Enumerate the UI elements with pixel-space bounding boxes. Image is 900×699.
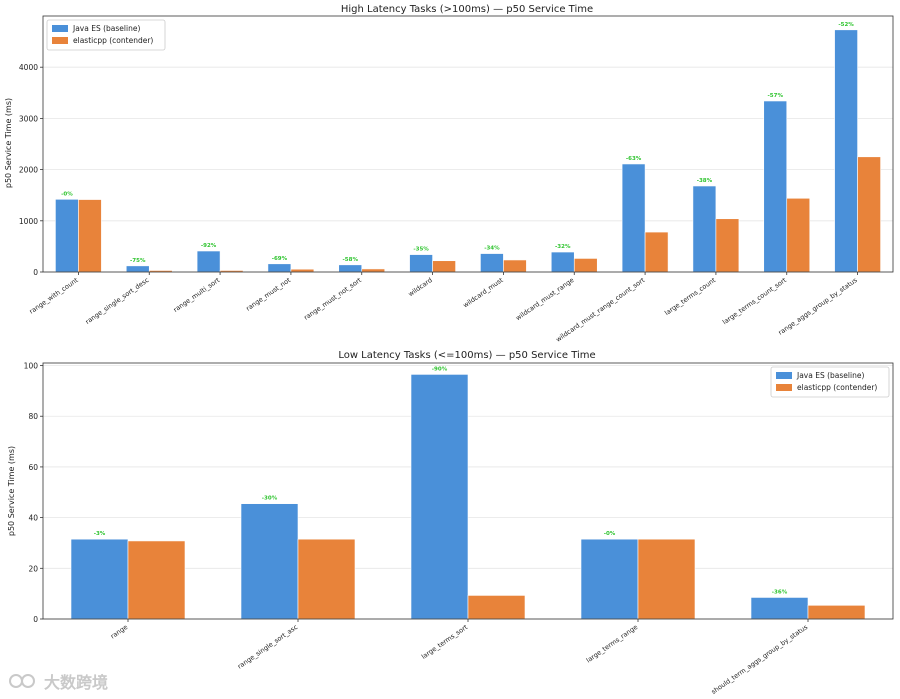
x-tick-label: should_term_aggs_group_by_status: [710, 623, 810, 696]
bar-baseline: [70, 538, 129, 620]
high-latency-chart: High Latency Tasks (>100ms) — p50 Servic…: [4, 4, 894, 344]
percent-change-label: -35%: [413, 247, 429, 253]
y-axis-label: p50 Service Time (ms): [4, 98, 13, 188]
x-tick-label: range_aggs_group_by_status: [777, 276, 859, 337]
x-tick-label: large_terms_sort: [420, 623, 470, 661]
percent-change-label: -34%: [484, 246, 500, 252]
bar-baseline: [480, 253, 504, 273]
percent-change-label: -57%: [768, 93, 784, 99]
bar-baseline: [410, 374, 469, 620]
percent-change-label: -52%: [838, 22, 854, 28]
percent-change-label: -75%: [130, 258, 146, 264]
percent-change-label: -36%: [772, 589, 788, 595]
bar-baseline: [834, 29, 858, 273]
bar-baseline: [267, 263, 292, 273]
bar-baseline: [621, 163, 646, 273]
plot-frame: [42, 362, 894, 620]
bar-contender: [127, 540, 186, 620]
y-tick-label: 3000: [19, 114, 38, 123]
x-tick-label: wildcard: [407, 276, 434, 298]
legend-label-contender: elasticpp (contender): [797, 383, 877, 392]
y-tick-label: 0: [33, 615, 38, 624]
bar-contender: [637, 538, 696, 620]
bar-baseline: [550, 251, 575, 273]
legend: Java ES (baseline) elasticpp (contender): [770, 366, 890, 398]
percent-change-label: -90%: [432, 366, 448, 372]
y-tick-label: 0: [33, 268, 38, 277]
percent-change-label: -92%: [201, 243, 217, 249]
percent-change-label: -69%: [272, 256, 288, 262]
legend-swatch-contender: [52, 37, 68, 44]
bar-baseline: [763, 100, 788, 273]
bar-baseline: [55, 198, 79, 273]
legend: Java ES (baseline) elasticpp (contender): [46, 19, 166, 51]
y-axis-label: p50 Service Time (ms): [7, 446, 16, 536]
legend-label-baseline: Java ES (baseline): [72, 24, 140, 33]
y-tick-label: 40: [28, 514, 38, 523]
bar-contender: [467, 595, 526, 620]
bar-baseline: [409, 254, 433, 273]
x-tick-label: large_terms_count: [663, 276, 717, 317]
percent-change-label: -58%: [343, 257, 359, 263]
x-tick-label: range_must_not: [245, 276, 293, 313]
legend-label-contender: elasticpp (contender): [73, 36, 153, 45]
bar-contender: [78, 199, 102, 273]
watermark-logo-icon: [9, 674, 35, 688]
x-tick-label: range: [109, 623, 129, 640]
x-tick-label: range_multi_sort: [172, 276, 222, 314]
percent-change-label: -30%: [262, 496, 278, 502]
x-tick-label: range_with_count: [28, 276, 80, 316]
bar-contender: [290, 268, 315, 273]
bar-contender: [715, 218, 740, 273]
bar-contender: [432, 260, 456, 273]
percent-change-label: -32%: [555, 244, 571, 250]
x-tick-label: range_must_not_sort: [302, 276, 363, 322]
x-tick-label: wildcard_must: [462, 276, 505, 310]
legend-swatch-baseline: [52, 25, 68, 32]
plot-frame: [42, 15, 894, 273]
low-latency-chart: Low Latency Tasks (<=100ms) — p50 Servic…: [7, 350, 894, 696]
y-tick-label: 2000: [19, 166, 38, 175]
bar-baseline: [692, 185, 717, 273]
percent-change-label: -38%: [697, 178, 713, 184]
x-tick-label: range_single_sort_asc: [236, 623, 299, 671]
x-tick-label: range_single_sort_desc: [84, 276, 151, 326]
legend-swatch-baseline: [776, 372, 792, 379]
y-tick-label: 60: [28, 463, 38, 472]
bar-baseline: [196, 250, 221, 273]
chart-title: High Latency Tasks (>100ms) — p50 Servic…: [341, 4, 593, 15]
legend-swatch-contender: [776, 384, 792, 391]
percent-change-label: -63%: [626, 156, 642, 162]
y-tick-label: 80: [28, 412, 38, 421]
bar-contender: [807, 605, 866, 620]
bar-contender: [857, 156, 881, 273]
y-tick-label: 20: [28, 564, 38, 573]
bar-baseline: [125, 265, 150, 273]
x-tick-label: large_terms_range: [585, 623, 639, 664]
percent-change-label: -0%: [604, 531, 616, 537]
y-tick-label: 4000: [19, 63, 38, 72]
y-tick-label: 100: [24, 362, 39, 371]
bar-contender: [786, 197, 811, 273]
bar-contender: [573, 258, 598, 273]
bar-contender: [644, 231, 669, 273]
watermark-text: 大数跨境: [44, 673, 109, 692]
bar-baseline: [580, 538, 639, 620]
x-tick-label: wildcard_must_range: [514, 276, 575, 322]
bar-baseline: [240, 503, 299, 620]
y-tick-label: 1000: [19, 217, 38, 226]
chart-title: Low Latency Tasks (<=100ms) — p50 Servic…: [338, 350, 595, 361]
percent-change-label: -0%: [61, 191, 73, 197]
x-tick-label: large_terms_count_sort: [721, 276, 788, 326]
watermark: 大数跨境: [8, 669, 108, 693]
bar-contender: [361, 268, 386, 273]
bar-contender: [297, 538, 356, 620]
bar-contender: [503, 259, 527, 273]
legend-label-baseline: Java ES (baseline): [796, 371, 864, 380]
percent-change-label: -3%: [94, 531, 106, 537]
bar-baseline: [750, 597, 809, 620]
bar-baseline: [338, 264, 363, 273]
